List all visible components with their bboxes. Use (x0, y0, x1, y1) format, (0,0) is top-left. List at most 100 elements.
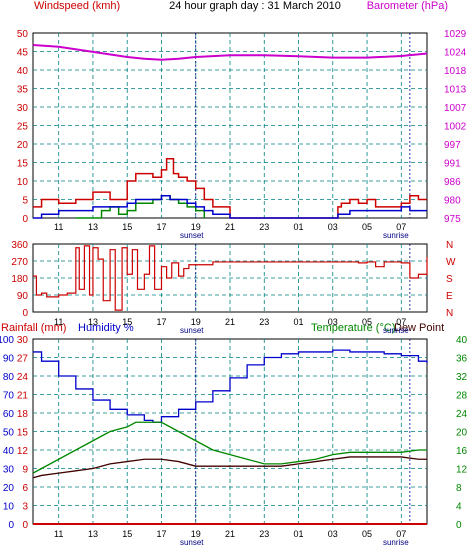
dewpoint-axis-label: Dew Point (394, 322, 444, 334)
x-tick-label: 05 (362, 317, 372, 327)
barometer-tick: 1024 (444, 48, 467, 59)
x-tick-label: 23 (259, 222, 269, 232)
rainfall-tick: 27 (17, 354, 29, 365)
x-tick-label: 17 (156, 529, 166, 539)
rainfall-tick: 12 (17, 446, 29, 457)
humidity-tick: 0 (8, 520, 14, 531)
gust-series (33, 195, 427, 219)
temperature-axis-label: Temperature (°C) (311, 322, 395, 334)
x-tick-label: 15 (122, 529, 132, 539)
barometer-axis-label: Barometer (hPa) (367, 0, 448, 12)
x-tick-label: 21 (225, 317, 235, 327)
humidity-tick: 100 (0, 335, 14, 346)
temperature-tick: 16 (456, 446, 468, 457)
temperature-tick: 4 (456, 502, 462, 513)
temperature-tick: 8 (456, 483, 462, 494)
humidity-tick: 20 (3, 483, 15, 494)
windspeed-tick: 50 (17, 29, 29, 40)
x-tick-label: 01 (294, 222, 304, 232)
x-tick-label: 21 (225, 529, 235, 539)
gust-green-series (75, 195, 206, 219)
temperature-tick: 12 (456, 465, 468, 476)
direction-tick: 0 (22, 308, 28, 319)
windspeed-series (33, 158, 427, 219)
rainfall-tick: 24 (17, 372, 29, 383)
rainfall-tick: 6 (22, 483, 28, 494)
sunset-label: sunset (180, 231, 204, 240)
x-tick-label: 23 (259, 529, 269, 539)
x-tick-label: 15 (122, 222, 132, 232)
barometer-tick: 1018 (444, 66, 467, 77)
rainfall-tick: 30 (17, 335, 29, 346)
temperature-tick: 28 (456, 391, 468, 402)
x-tick-label: 03 (328, 317, 338, 327)
x-tick-label: 17 (156, 317, 166, 327)
sunrise-label: sunrise (383, 326, 409, 335)
temperature-tick: 0 (456, 520, 462, 531)
sunrise-label: sunrise (383, 538, 409, 547)
temperature-tick: 32 (456, 372, 468, 383)
windspeed-tick: 0 (22, 214, 28, 225)
x-tick-label: 11 (54, 317, 63, 327)
x-tick-label: 21 (225, 222, 235, 232)
windspeed-tick: 10 (17, 177, 29, 188)
windspeed-tick: 5 (22, 196, 28, 207)
direction-tick: 270 (11, 257, 28, 268)
windspeed-tick: 40 (17, 66, 29, 77)
rainfall-tick: 3 (22, 502, 28, 513)
windspeed-tick: 25 (17, 122, 29, 133)
barometer-tick: 1029 (444, 29, 467, 40)
compass-tick: S (446, 274, 453, 285)
barometer-tick: 1002 (444, 122, 467, 133)
humidity-tick: 90 (3, 354, 15, 365)
humidity-series (33, 349, 428, 423)
compass-tick: E (446, 291, 453, 302)
humidity-tick: 70 (3, 391, 15, 402)
humidity-axis-label: Humidity % (78, 322, 134, 334)
compass-tick: N (446, 308, 453, 319)
humidity-tick: 30 (3, 465, 15, 476)
x-tick-label: 23 (259, 317, 269, 327)
wind-direction-series (33, 245, 428, 311)
x-tick-label: 03 (328, 222, 338, 232)
temperature-tick: 40 (456, 335, 468, 346)
x-tick-label: 11 (54, 529, 63, 539)
barometer-tick: 1013 (444, 85, 467, 96)
direction-tick: 90 (17, 291, 29, 302)
humidity-tick: 80 (3, 372, 15, 383)
x-tick-label: 07 (396, 529, 406, 539)
barometer-tick: 997 (444, 140, 461, 151)
x-tick-label: 05 (362, 529, 372, 539)
sunset-label: sunset (180, 326, 204, 335)
chart-title: 24 hour graph day : 31 March 2010 (169, 0, 341, 12)
x-tick-label: 01 (294, 529, 304, 539)
x-tick-label: 17 (156, 222, 166, 232)
x-tick-label: 13 (88, 529, 98, 539)
sunrise-label: sunrise (383, 231, 409, 240)
x-tick-label: 13 (88, 222, 98, 232)
windspeed-tick: 15 (17, 159, 29, 170)
temperature-series (32, 421, 427, 474)
windspeed-axis-label: Windspeed (kmh) (34, 0, 120, 12)
x-tick-label: 19 (191, 222, 201, 232)
compass-tick: N (446, 240, 453, 251)
barometer-tick: 975 (444, 214, 461, 225)
barometer-tick: 980 (444, 196, 461, 207)
x-tick-label: 15 (122, 317, 132, 327)
x-tick-label: 19 (191, 529, 201, 539)
rainfall-tick: 21 (17, 391, 29, 402)
humidity-tick: 50 (3, 428, 15, 439)
x-tick-label: 03 (328, 529, 338, 539)
temperature-tick: 24 (456, 409, 468, 420)
dewpoint-series (32, 456, 427, 479)
x-tick-label: 07 (396, 317, 406, 327)
rainfall-tick: 18 (17, 409, 29, 420)
x-tick-label: 11 (54, 222, 63, 232)
rainfall-tick: 15 (17, 428, 29, 439)
humidity-tick: 40 (3, 446, 15, 457)
temperature-tick: 36 (456, 354, 468, 365)
humidity-tick: 10 (3, 502, 15, 513)
windspeed-tick: 35 (17, 85, 29, 96)
x-tick-label: 05 (362, 222, 372, 232)
